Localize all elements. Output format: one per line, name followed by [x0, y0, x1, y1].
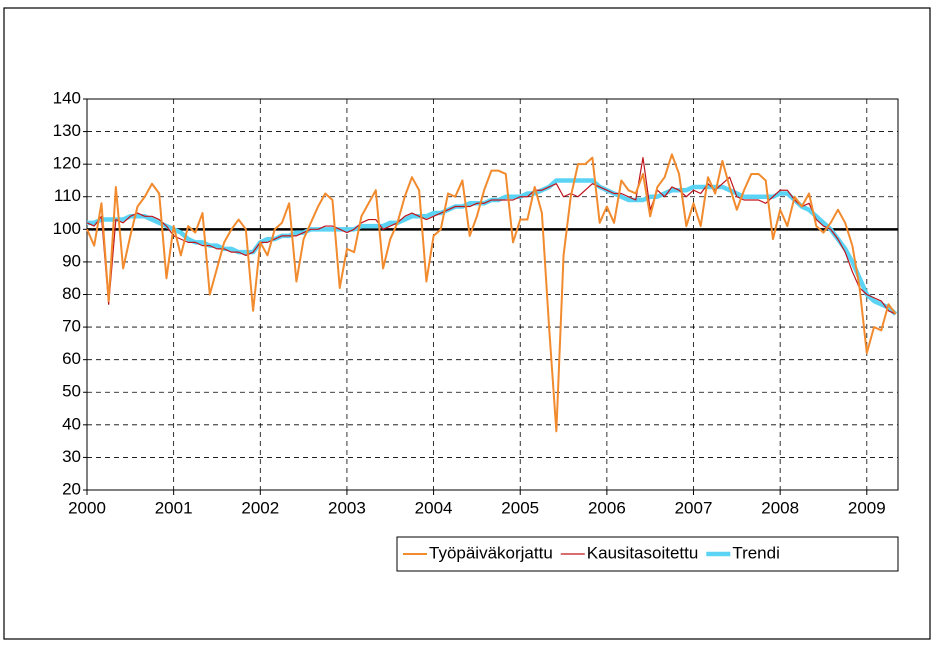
x-tick-label: 2007: [675, 498, 713, 517]
y-tick-label: 60: [62, 349, 81, 368]
y-tick-label: 120: [53, 154, 81, 173]
y-tick-label: 110: [54, 186, 81, 205]
x-tick-label: 2004: [415, 498, 453, 517]
x-tick-label: 2002: [241, 498, 279, 517]
x-tick-label: 2003: [328, 498, 366, 517]
y-tick-label: 100: [53, 219, 81, 238]
y-tick-label: 80: [62, 284, 81, 303]
series-line: [86, 153, 897, 433]
y-tick-label: 30: [62, 447, 81, 466]
y-tick-label: 130: [53, 121, 81, 140]
legend-label: Työpäiväkorjattu: [429, 543, 553, 562]
y-tick-label: 50: [62, 382, 81, 401]
x-tick-label: 2008: [761, 498, 799, 517]
y-tick-label: 40: [62, 414, 81, 433]
x-tick-label: 2000: [68, 498, 106, 517]
legend-box: [396, 536, 899, 572]
y-tick-label: 70: [62, 317, 81, 336]
y-tick-label: 140: [53, 88, 81, 107]
y-tick-label: 90: [62, 251, 81, 270]
x-tick-label: 2009: [848, 498, 886, 517]
plot-border: [86, 98, 899, 491]
legend-label: Trendi: [732, 543, 780, 562]
x-tick-label: 2006: [588, 498, 626, 517]
y-tick-label: 20: [62, 479, 81, 498]
legend-label: Kausitasoitettu: [587, 543, 699, 562]
x-tick-label: 2005: [501, 498, 539, 517]
x-tick-label: 2001: [155, 498, 193, 517]
